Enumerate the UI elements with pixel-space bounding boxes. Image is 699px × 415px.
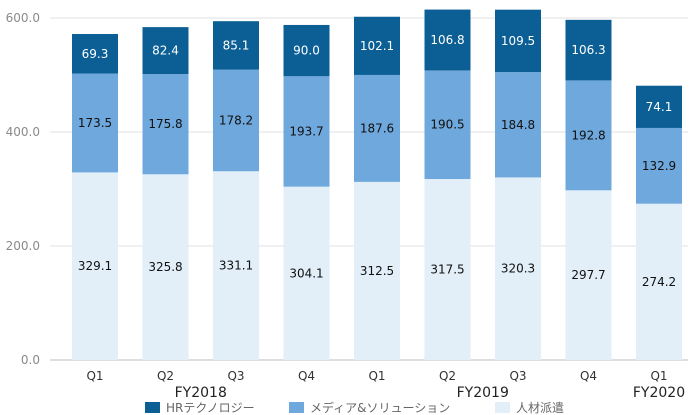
x-tick-label: Q4 — [298, 369, 315, 383]
bar-segment — [424, 179, 471, 360]
bar-segment — [142, 174, 189, 360]
legend-swatch — [289, 402, 304, 413]
data-label: 74.1 — [646, 100, 673, 114]
data-label: 187.6 — [360, 121, 394, 135]
x-group-label: FY2018 — [175, 385, 227, 401]
bar-segment — [142, 74, 189, 175]
data-label: 331.1 — [219, 259, 253, 273]
data-label: 175.8 — [148, 117, 182, 131]
data-label: 304.1 — [289, 266, 323, 280]
data-label: 106.8 — [430, 33, 464, 47]
bar-segment — [213, 21, 259, 70]
bar-segment — [142, 27, 189, 75]
data-label: 178.2 — [219, 113, 253, 127]
bar-segment — [424, 70, 471, 180]
y-tick-label: 400.0 — [6, 125, 40, 139]
data-label: 90.0 — [293, 44, 320, 58]
bar-segment — [354, 16, 400, 75]
bar-segment — [636, 203, 682, 360]
bar-stack: 317.5 190.5 106.8 — [424, 9, 471, 360]
bars: 329.1 173.5 69.3 325.8 175.8 82.4 331.1 178.2 85… — [72, 9, 682, 360]
data-label: 69.3 — [82, 47, 109, 61]
data-label: 173.5 — [78, 116, 112, 130]
data-label: 193.7 — [289, 124, 323, 138]
y-tick-label: 200.0 — [6, 239, 40, 253]
bar-segment — [213, 69, 259, 172]
data-label: 106.3 — [571, 43, 605, 57]
x-tick-label: Q3 — [509, 369, 526, 383]
bar-segment — [636, 85, 682, 128]
x-group-label: FY2020 — [633, 385, 685, 401]
bar-segment — [565, 190, 612, 360]
x-tick-label: Q3 — [227, 369, 244, 383]
y-axis: 0.0 200.0 400.0 600.0 — [6, 11, 40, 367]
y-tick-label: 0.0 — [21, 353, 40, 367]
x-group-label: FY2019 — [457, 385, 509, 401]
legend-label: 人材派遣 — [516, 400, 564, 415]
data-label: 320.3 — [501, 262, 535, 276]
data-label: 109.5 — [501, 34, 535, 48]
bar-segment — [283, 186, 330, 360]
bar-stack: 274.2 132.9 74.1 — [636, 85, 682, 360]
bar-segment — [283, 24, 330, 77]
data-label: 102.1 — [360, 39, 394, 53]
legend-label: HRテクノロジー — [166, 401, 255, 415]
data-label: 325.8 — [148, 260, 182, 274]
legend-label: メディア&ソリューション — [310, 400, 450, 415]
bar-segment — [213, 171, 259, 360]
bar-segment — [72, 34, 118, 74]
x-tick-label: Q2 — [439, 369, 456, 383]
legend-item: HRテクノロジー — [145, 401, 255, 415]
data-label: 184.8 — [501, 118, 535, 132]
x-tick-label: Q1 — [368, 369, 385, 383]
x-tick-label: Q1 — [86, 369, 103, 383]
data-label: 274.2 — [642, 275, 676, 289]
bar-segment — [354, 181, 400, 360]
data-label: 132.9 — [642, 159, 676, 173]
y-tick-label: 600.0 — [6, 11, 40, 25]
bar-segment — [565, 80, 612, 191]
bar-stack: 304.1 193.7 90.0 — [283, 24, 330, 360]
data-label: 329.1 — [78, 259, 112, 273]
bar-stack: 312.5 187.6 102.1 — [354, 16, 400, 360]
x-tick-label: Q2 — [157, 369, 174, 383]
data-label: 312.5 — [360, 264, 394, 278]
bar-segment — [72, 73, 118, 173]
legend: HRテクノロジー メディア&ソリューション 人材派遣 — [145, 400, 564, 415]
bar-segment — [495, 72, 541, 178]
legend-swatch — [145, 402, 160, 413]
legend-item: 人材派遣 — [495, 400, 564, 415]
bar-segment — [283, 76, 330, 187]
bar-segment — [495, 9, 541, 73]
bar-stack: 331.1 178.2 85.1 — [213, 21, 259, 360]
data-label: 297.7 — [571, 268, 605, 282]
bar-segment — [72, 172, 118, 360]
bar-segment — [565, 19, 612, 81]
legend-swatch — [495, 402, 510, 413]
bar-segment — [354, 74, 400, 182]
x-tick-label: Q4 — [580, 369, 597, 383]
data-label: 192.8 — [571, 128, 605, 142]
bar-stack: 297.7 192.8 106.3 — [565, 19, 612, 360]
bar-stack: 329.1 173.5 69.3 — [72, 34, 118, 360]
bar-segment — [495, 177, 541, 360]
x-axis: Q1 Q2 Q3 Q4 Q1 Q2 Q3 Q4 Q1 FY2018 FY2019 FY2020 — [86, 369, 685, 401]
data-label: 190.5 — [430, 118, 464, 132]
bar-stack: 320.3 184.8 109.5 — [495, 9, 541, 360]
bar-segment — [636, 127, 682, 204]
x-tick-label: Q1 — [650, 369, 667, 383]
data-label: 82.4 — [152, 44, 179, 58]
data-label: 317.5 — [430, 263, 464, 277]
bar-segment — [424, 9, 471, 71]
legend-item: メディア&ソリューション — [289, 400, 450, 415]
data-label: 85.1 — [223, 38, 250, 52]
bar-stack: 325.8 175.8 82.4 — [142, 27, 189, 360]
